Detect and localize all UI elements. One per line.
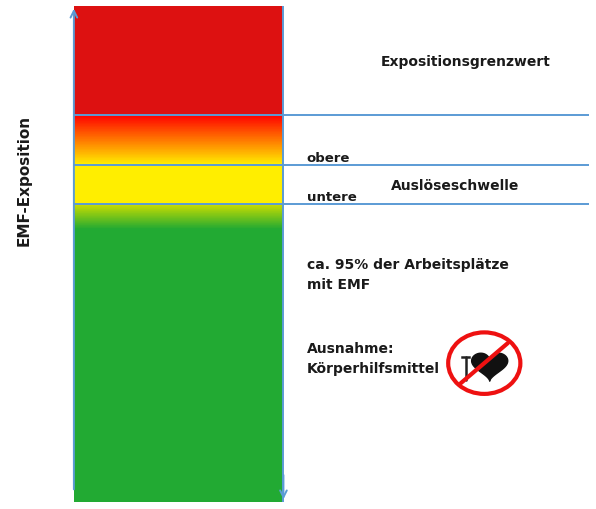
Bar (74, 126, 284, 127)
Bar (74, 174, 284, 175)
Bar (74, 161, 284, 162)
Bar (74, 147, 284, 148)
Bar (74, 133, 284, 134)
Bar (74, 143, 284, 144)
Bar (74, 152, 284, 153)
Bar (74, 156, 284, 157)
Bar (74, 188, 284, 189)
Bar (74, 118, 284, 119)
Bar (74, 158, 284, 159)
Bar (74, 127, 284, 128)
Bar (74, 162, 284, 163)
Bar (74, 125, 284, 126)
Bar (74, 136, 284, 137)
Bar (74, 181, 284, 182)
Bar (74, 184, 284, 185)
Bar (74, 171, 284, 172)
Bar (74, 204, 284, 205)
Bar (74, 148, 284, 149)
Bar (74, 230, 284, 502)
Bar (74, 134, 284, 135)
Bar (74, 144, 284, 145)
Bar (74, 178, 284, 179)
Bar (74, 117, 284, 118)
Bar (74, 128, 284, 129)
Bar (74, 129, 284, 130)
Bar (74, 153, 284, 154)
Bar (74, 177, 284, 178)
Bar (74, 164, 284, 165)
Text: Expositionsgrenzwert: Expositionsgrenzwert (380, 54, 550, 68)
Bar (74, 176, 284, 177)
Bar (74, 185, 284, 186)
Bar (74, 199, 284, 200)
Bar (74, 168, 284, 169)
Bar (74, 142, 284, 143)
Bar (74, 179, 284, 180)
Bar (74, 7, 284, 116)
Bar (74, 163, 284, 164)
Bar (74, 151, 284, 152)
Bar (74, 139, 284, 140)
Bar (74, 123, 284, 124)
Bar (74, 131, 284, 132)
Bar (74, 116, 284, 117)
Bar (74, 150, 284, 151)
Text: ca. 95% der Arbeitsplätze
mit EMF: ca. 95% der Arbeitsplätze mit EMF (307, 257, 508, 292)
Bar (74, 189, 284, 190)
Bar (74, 173, 284, 174)
Bar (74, 165, 284, 166)
Bar (74, 183, 284, 184)
Bar (74, 157, 284, 158)
Bar (74, 120, 284, 121)
Bar (74, 202, 284, 203)
Bar (74, 191, 284, 192)
Bar (74, 132, 284, 133)
Polygon shape (471, 354, 508, 381)
Bar (74, 172, 284, 173)
Bar (74, 146, 284, 147)
Bar (74, 175, 284, 176)
Bar (74, 124, 284, 125)
Bar (74, 170, 284, 171)
Bar (74, 121, 284, 122)
Bar (74, 203, 284, 204)
Bar (74, 166, 284, 167)
Bar (74, 194, 284, 195)
Bar (74, 193, 284, 194)
Bar (74, 159, 284, 160)
Bar (74, 130, 284, 131)
Bar (74, 197, 284, 199)
Bar (74, 182, 284, 183)
Bar (74, 149, 284, 150)
Text: Auslöseschwelle: Auslöseschwelle (391, 178, 519, 192)
Bar (74, 122, 284, 123)
Bar (74, 119, 284, 120)
Text: obere: obere (307, 152, 350, 164)
Bar (74, 186, 284, 187)
Bar (74, 187, 284, 188)
Bar (74, 160, 284, 161)
Bar (74, 154, 284, 155)
Bar (74, 138, 284, 139)
Bar (74, 167, 284, 168)
Text: EMF-Exposition: EMF-Exposition (17, 115, 32, 246)
Bar (74, 200, 284, 201)
Bar (74, 145, 284, 146)
Bar (74, 169, 284, 170)
Bar (74, 201, 284, 202)
Bar (74, 137, 284, 138)
Bar (74, 141, 284, 142)
Bar (74, 180, 284, 181)
Bar (74, 190, 284, 191)
Bar (74, 195, 284, 196)
Text: Ausnahme:
Körperhilfsmittel: Ausnahme: Körperhilfsmittel (307, 341, 440, 376)
Bar (74, 140, 284, 141)
Text: untere: untere (307, 191, 356, 204)
Bar (74, 192, 284, 193)
Bar (74, 155, 284, 156)
Circle shape (448, 333, 520, 394)
Bar (74, 135, 284, 136)
Bar (74, 196, 284, 197)
